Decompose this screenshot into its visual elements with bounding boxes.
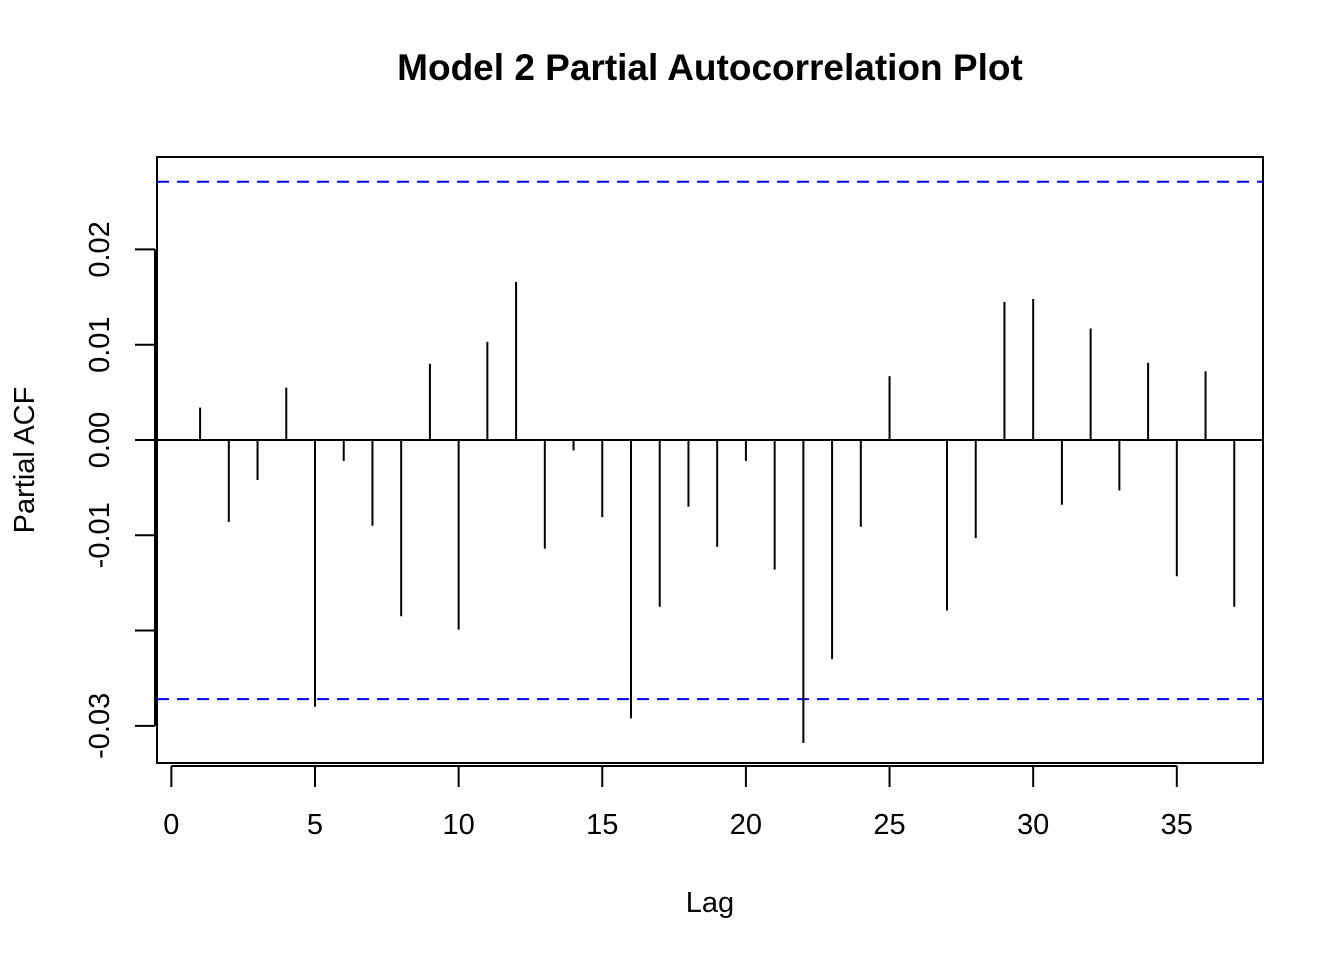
plot-frame bbox=[156, 156, 1264, 764]
x-tick-label: 10 bbox=[443, 809, 475, 841]
y-tick-label: 0.00 bbox=[84, 412, 116, 468]
y-axis-title: Partial ACF bbox=[9, 387, 41, 534]
x-axis: 0 5 10 15 20 25 30 35 bbox=[163, 765, 1193, 841]
x-tick-label: 0 bbox=[163, 809, 179, 841]
y-tick-label: 0.02 bbox=[84, 221, 116, 277]
x-tick-label: 15 bbox=[586, 809, 618, 841]
x-tick-label: 5 bbox=[307, 809, 323, 841]
x-tick-label: 35 bbox=[1161, 809, 1193, 841]
x-axis-title: Lag bbox=[686, 887, 734, 919]
y-tick-label: 0.01 bbox=[84, 316, 116, 372]
x-tick-label: 20 bbox=[730, 809, 762, 841]
y-axis: -0.03 -0.01 0.00 0.01 0.02 bbox=[84, 221, 156, 759]
chart-title: Model 2 Partial Autocorrelation Plot bbox=[397, 47, 1023, 88]
x-tick-label: 30 bbox=[1017, 809, 1049, 841]
y-tick-label: -0.01 bbox=[84, 502, 116, 568]
confidence-band bbox=[157, 180, 1263, 701]
y-tick-label: -0.03 bbox=[84, 693, 116, 759]
x-tick-label: 25 bbox=[873, 809, 905, 841]
pacf-bars bbox=[199, 281, 1236, 743]
